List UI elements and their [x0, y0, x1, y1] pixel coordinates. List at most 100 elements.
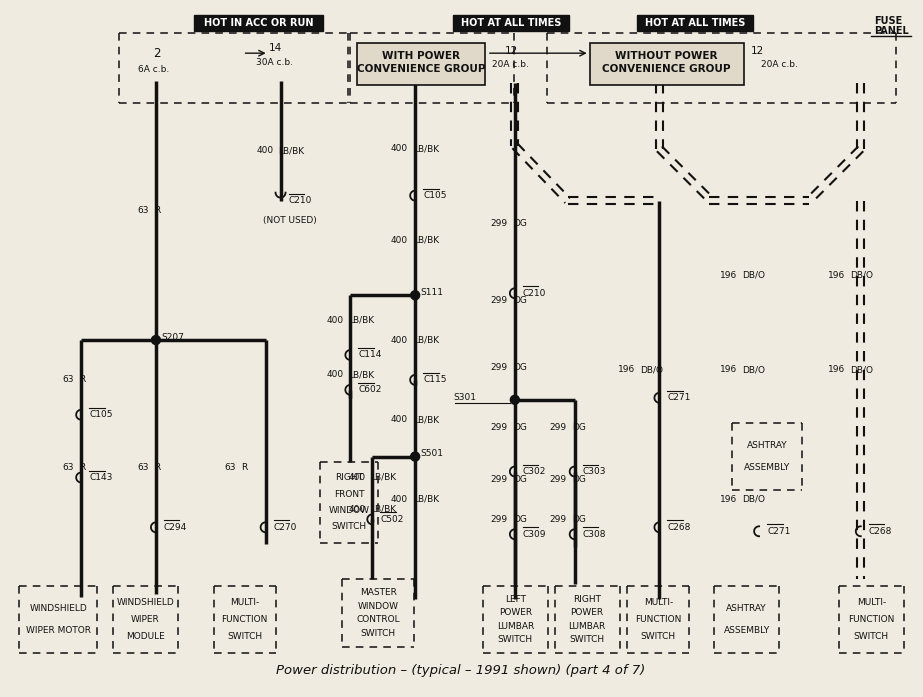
Text: LB/BK: LB/BK [414, 236, 439, 245]
Text: SWITCH: SWITCH [331, 522, 367, 531]
Bar [453, 15, 569, 31]
Text: DG: DG [513, 475, 527, 484]
Text: 400: 400 [326, 316, 343, 325]
Text: 400: 400 [391, 335, 408, 344]
Text: WIPER MOTOR: WIPER MOTOR [26, 626, 90, 635]
Bar [357, 43, 485, 85]
Text: C302: C302 [522, 467, 546, 476]
Text: 196: 196 [618, 365, 635, 374]
Text: 299: 299 [491, 423, 508, 432]
Text: C294: C294 [164, 523, 187, 532]
Text: DG: DG [513, 423, 527, 432]
Text: 299: 299 [549, 423, 567, 432]
Text: S301: S301 [453, 393, 476, 402]
Text: 299: 299 [491, 475, 508, 484]
Text: 63: 63 [138, 206, 149, 215]
Text: SWITCH: SWITCH [641, 631, 676, 641]
Text: LB/BK: LB/BK [370, 473, 396, 482]
Text: 299: 299 [491, 515, 508, 524]
Text: LUMBAR: LUMBAR [497, 622, 534, 631]
Text: FUNCTION: FUNCTION [635, 615, 681, 624]
Text: SWITCH: SWITCH [227, 631, 262, 641]
Text: DG: DG [513, 296, 527, 305]
Text: DB/O: DB/O [742, 365, 765, 374]
Text: 20A c.b.: 20A c.b. [761, 60, 798, 68]
Text: MULTI-: MULTI- [643, 598, 673, 607]
Text: LB/BK: LB/BK [414, 335, 439, 344]
Text: (NOT USED): (NOT USED) [263, 216, 317, 225]
Text: ASSEMBLY: ASSEMBLY [724, 626, 770, 635]
Text: HOT AT ALL TIMES: HOT AT ALL TIMES [645, 18, 746, 29]
Text: 63: 63 [224, 463, 235, 472]
Text: 63: 63 [63, 463, 74, 472]
Text: DG: DG [513, 515, 527, 524]
Text: C309: C309 [522, 530, 546, 539]
Text: 400: 400 [257, 146, 273, 155]
Text: DB/O: DB/O [850, 271, 873, 279]
Text: 12: 12 [505, 46, 518, 56]
Text: 63: 63 [63, 376, 74, 384]
Text: C115: C115 [423, 376, 447, 384]
Text: R: R [241, 463, 247, 472]
Text: C105: C105 [423, 191, 447, 200]
Text: 299: 299 [549, 515, 567, 524]
Text: HOT IN ACC OR RUN: HOT IN ACC OR RUN [204, 18, 314, 29]
Text: LB/BK: LB/BK [348, 316, 375, 325]
Text: DG: DG [571, 475, 585, 484]
Text: WINDOW: WINDOW [329, 506, 370, 515]
Text: ASHTRAY: ASHTRAY [726, 604, 767, 613]
Text: SWITCH: SWITCH [569, 635, 605, 644]
Text: CONVENIENCE GROUP: CONVENIENCE GROUP [357, 64, 485, 74]
Text: C271: C271 [767, 527, 790, 536]
Text: DG: DG [513, 219, 527, 228]
Text: DB/O: DB/O [641, 365, 664, 374]
Text: DG: DG [571, 515, 585, 524]
Text: S501: S501 [420, 449, 443, 458]
Text: SWITCH: SWITCH [854, 631, 889, 641]
Text: POWER: POWER [570, 608, 604, 618]
Text: C210: C210 [522, 289, 546, 298]
Bar [590, 43, 744, 85]
Text: SWITCH: SWITCH [361, 629, 396, 638]
Text: 400: 400 [391, 495, 408, 504]
Text: C268: C268 [869, 527, 893, 536]
Text: PANEL: PANEL [874, 26, 908, 36]
Text: C210: C210 [289, 196, 312, 205]
Text: 12: 12 [751, 46, 764, 56]
Text: 400: 400 [348, 505, 366, 514]
Bar [638, 15, 753, 31]
Text: S111: S111 [420, 288, 443, 297]
Text: C271: C271 [667, 393, 690, 402]
Text: LB/BK: LB/BK [414, 415, 439, 424]
Text: C270: C270 [273, 523, 297, 532]
Text: LUMBAR: LUMBAR [569, 622, 605, 631]
Text: FRONT: FRONT [334, 490, 365, 499]
Text: HOT AT ALL TIMES: HOT AT ALL TIMES [461, 18, 561, 29]
Text: WINDOW: WINDOW [358, 602, 399, 611]
Text: ASSEMBLY: ASSEMBLY [744, 464, 790, 473]
Circle shape [510, 395, 520, 404]
Text: Power distribution – (typical – 1991 shown) (part 4 of 7): Power distribution – (typical – 1991 sho… [276, 664, 645, 677]
Text: 299: 299 [549, 475, 567, 484]
Text: 196: 196 [828, 365, 845, 374]
Text: RIGHT: RIGHT [335, 473, 364, 482]
Text: CONTROL: CONTROL [356, 615, 400, 625]
Text: R: R [154, 206, 161, 215]
Text: DB/O: DB/O [742, 495, 765, 504]
Circle shape [151, 335, 161, 344]
Text: 299: 299 [491, 363, 508, 372]
Text: 196: 196 [720, 271, 737, 279]
Text: 2: 2 [153, 47, 161, 60]
Bar [194, 15, 323, 31]
Text: 6A c.b.: 6A c.b. [138, 65, 169, 74]
Text: C105: C105 [90, 411, 113, 419]
Text: 30A c.b.: 30A c.b. [256, 58, 293, 67]
Text: 196: 196 [720, 495, 737, 504]
Text: WINDSHIELD: WINDSHIELD [30, 604, 87, 613]
Text: 196: 196 [720, 365, 737, 374]
Text: 20A c.b.: 20A c.b. [492, 60, 529, 68]
Text: 299: 299 [491, 219, 508, 228]
Text: SWITCH: SWITCH [497, 635, 533, 644]
Text: 196: 196 [828, 271, 845, 279]
Text: 400: 400 [391, 144, 408, 153]
